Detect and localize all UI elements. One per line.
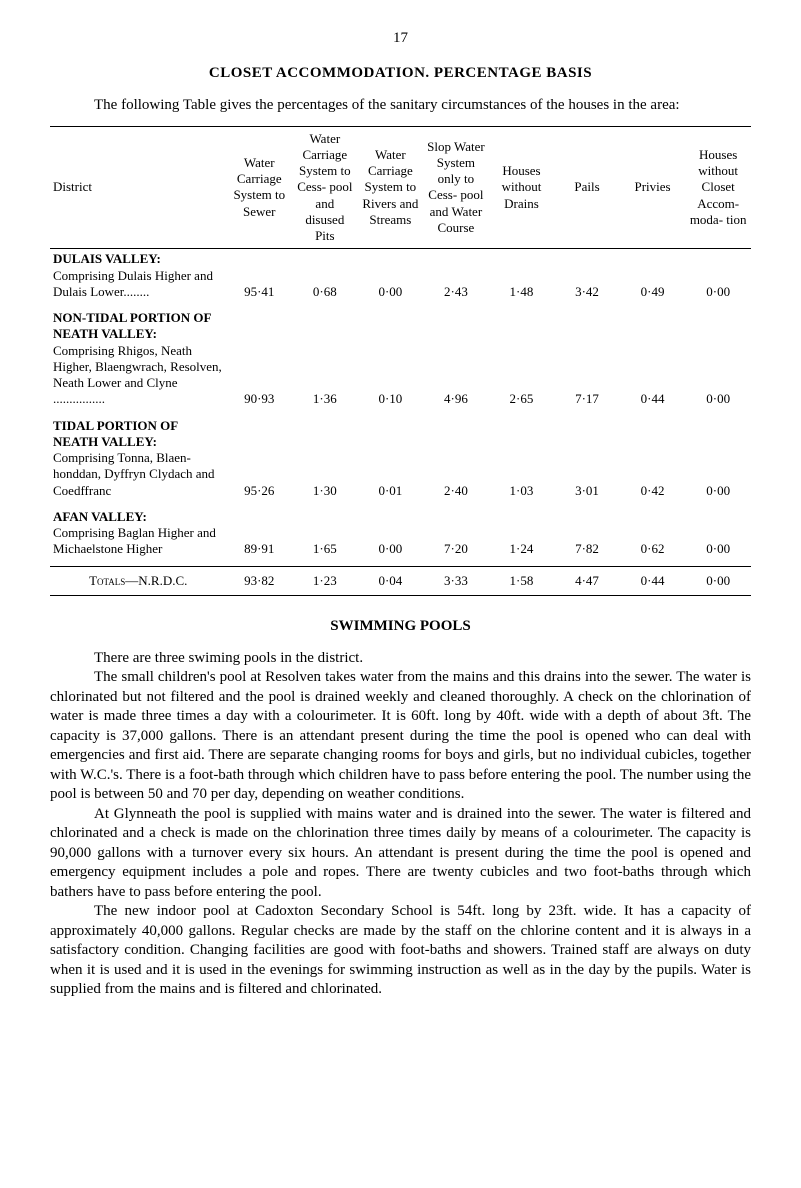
header-col-6: Pails bbox=[554, 127, 620, 249]
value-cell: 2·43 bbox=[423, 249, 489, 308]
section-heading: SWIMMING POOLS bbox=[50, 618, 751, 635]
paragraph: The small children's pool at Resolven ta… bbox=[50, 668, 751, 805]
totals-value: 0·44 bbox=[620, 566, 686, 595]
district-cell: DULAIS VALLEY:Comprising Dulais Higher a… bbox=[50, 249, 227, 308]
value-cell: 3·01 bbox=[554, 416, 620, 507]
value-cell: 0·00 bbox=[358, 507, 424, 566]
data-table: District Water Carriage System to Sewer … bbox=[50, 127, 751, 595]
district-detail: Comprising Baglan Higher and Michaelston… bbox=[53, 525, 224, 558]
value-cell: 7·20 bbox=[423, 507, 489, 566]
value-cell: 1·65 bbox=[292, 507, 358, 566]
totals-value: 0·00 bbox=[685, 566, 751, 595]
body-text: There are three swiming pools in the dis… bbox=[50, 649, 751, 1000]
value-cell: 1·36 bbox=[292, 308, 358, 416]
totals-value: 4·47 bbox=[554, 566, 620, 595]
value-cell: 0·00 bbox=[358, 249, 424, 308]
header-col-5: Houses without Drains bbox=[489, 127, 555, 249]
district-title: NON-TIDAL PORTION OF NEATH VALLEY: bbox=[53, 310, 224, 343]
value-cell: 0·68 bbox=[292, 249, 358, 308]
value-cell: 2·65 bbox=[489, 308, 555, 416]
header-col-8: Houses without Closet Accom- moda- tion bbox=[685, 127, 751, 249]
paragraph: The new indoor pool at Cadoxton Secondar… bbox=[50, 902, 751, 1000]
totals-value: 3·33 bbox=[423, 566, 489, 595]
value-cell: 2·40 bbox=[423, 416, 489, 507]
district-detail: Comprising Rhigos, Neath Higher, Blaengw… bbox=[53, 343, 224, 408]
value-cell: 0·01 bbox=[358, 416, 424, 507]
value-cell: 95·41 bbox=[227, 249, 293, 308]
value-cell: 0·00 bbox=[685, 507, 751, 566]
district-cell: NON-TIDAL PORTION OF NEATH VALLEY:Compri… bbox=[50, 308, 227, 416]
totals-label: Totals—N.R.D.C. bbox=[50, 566, 227, 595]
page-number: 17 bbox=[50, 30, 751, 47]
table-header-row: District Water Carriage System to Sewer … bbox=[50, 127, 751, 249]
value-cell: 0·00 bbox=[685, 249, 751, 308]
value-cell: 95·26 bbox=[227, 416, 293, 507]
table-row: DULAIS VALLEY:Comprising Dulais Higher a… bbox=[50, 249, 751, 308]
header-col-1: Water Carriage System to Sewer bbox=[227, 127, 293, 249]
data-table-wrapper: District Water Carriage System to Sewer … bbox=[50, 126, 751, 596]
value-cell: 0·49 bbox=[620, 249, 686, 308]
district-detail: Comprising Dulais Higher and Dulais Lowe… bbox=[53, 268, 224, 301]
value-cell: 1·24 bbox=[489, 507, 555, 566]
value-cell: 0·00 bbox=[685, 308, 751, 416]
value-cell: 0·10 bbox=[358, 308, 424, 416]
totals-row: Totals—N.R.D.C.93·821·230·043·331·584·47… bbox=[50, 566, 751, 595]
main-heading: CLOSET ACCOMMODATION. PERCENTAGE BASIS bbox=[50, 65, 751, 82]
paragraph: There are three swiming pools in the dis… bbox=[50, 649, 751, 669]
table-row: AFAN VALLEY:Comprising Baglan Higher and… bbox=[50, 507, 751, 566]
district-cell: AFAN VALLEY:Comprising Baglan Higher and… bbox=[50, 507, 227, 566]
header-col-3: Water Carriage System to Rivers and Stre… bbox=[358, 127, 424, 249]
totals-value: 0·04 bbox=[358, 566, 424, 595]
district-cell: TIDAL PORTION OF NEATH VALLEY:Comprising… bbox=[50, 416, 227, 507]
value-cell: 89·91 bbox=[227, 507, 293, 566]
value-cell: 7·17 bbox=[554, 308, 620, 416]
value-cell: 90·93 bbox=[227, 308, 293, 416]
value-cell: 7·82 bbox=[554, 507, 620, 566]
intro-text: The following Table gives the percentage… bbox=[50, 96, 751, 116]
value-cell: 0·00 bbox=[685, 416, 751, 507]
value-cell: 0·44 bbox=[620, 308, 686, 416]
value-cell: 3·42 bbox=[554, 249, 620, 308]
value-cell: 0·62 bbox=[620, 507, 686, 566]
table-row: TIDAL PORTION OF NEATH VALLEY:Comprising… bbox=[50, 416, 751, 507]
totals-value: 93·82 bbox=[227, 566, 293, 595]
totals-value: 1·23 bbox=[292, 566, 358, 595]
header-col-7: Privies bbox=[620, 127, 686, 249]
header-col-4: Slop Water System only to Cess- pool and… bbox=[423, 127, 489, 249]
district-detail: Comprising Tonna, Blaen- honddan, Dyffry… bbox=[53, 450, 224, 499]
district-title: TIDAL PORTION OF NEATH VALLEY: bbox=[53, 418, 224, 451]
totals-value: 1·58 bbox=[489, 566, 555, 595]
value-cell: 1·48 bbox=[489, 249, 555, 308]
district-title: AFAN VALLEY: bbox=[53, 509, 224, 525]
header-district: District bbox=[50, 127, 227, 249]
value-cell: 1·30 bbox=[292, 416, 358, 507]
table-row: NON-TIDAL PORTION OF NEATH VALLEY:Compri… bbox=[50, 308, 751, 416]
district-title: DULAIS VALLEY: bbox=[53, 251, 224, 267]
value-cell: 1·03 bbox=[489, 416, 555, 507]
header-col-2: Water Carriage System to Cess- pool and … bbox=[292, 127, 358, 249]
value-cell: 4·96 bbox=[423, 308, 489, 416]
paragraph: At Glynneath the pool is supplied with m… bbox=[50, 805, 751, 903]
value-cell: 0·42 bbox=[620, 416, 686, 507]
